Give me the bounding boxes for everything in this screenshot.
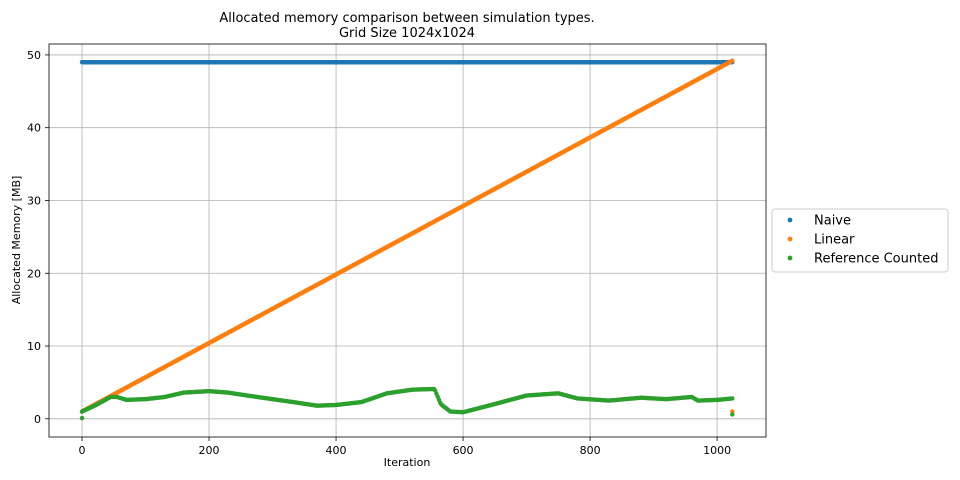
series-naive [79, 59, 735, 65]
reference-counted-point [730, 396, 735, 401]
x-tick-label: 1000 [703, 444, 731, 457]
legend-label-linear: Linear [814, 233, 855, 248]
legend: Naive Linear Reference Counted [771, 208, 949, 273]
legend-marker-linear [787, 236, 793, 242]
x-tick-label: 0 [79, 444, 86, 457]
axis-ticks: 0 200 400 600 800 1000 0 10 20 30 40 50 [27, 49, 731, 457]
y-tick-label: 10 [27, 340, 41, 353]
x-axis-label: Iteration [384, 456, 431, 469]
y-tick-label: 20 [27, 267, 41, 280]
x-tick-label: 400 [326, 444, 347, 457]
y-tick-label: 50 [27, 49, 41, 62]
grid [49, 44, 766, 437]
plot-area [48, 43, 767, 438]
x-tick-label: 200 [199, 444, 220, 457]
chart-subtitle: Grid Size 1024x1024 [339, 26, 475, 41]
legend-marker-naive [787, 217, 793, 223]
x-tick-label: 600 [453, 444, 474, 457]
y-tick-label: 30 [27, 194, 41, 207]
y-axis-label: Allocated Memory [MB] [10, 176, 23, 305]
reference-counted-point [79, 415, 85, 421]
x-tick-label: 800 [580, 444, 601, 457]
chart-title: Allocated memory comparison between simu… [219, 11, 594, 26]
series-reference-counted [79, 386, 735, 421]
y-tick-label: 40 [27, 122, 41, 135]
legend-box [771, 208, 949, 273]
linear-point [730, 58, 735, 63]
legend-marker-reference-counted [787, 255, 793, 261]
y-tick-label: 0 [34, 413, 41, 426]
legend-label-naive: Naive [814, 214, 851, 229]
legend-label-reference-counted: Reference Counted [814, 252, 938, 267]
reference-counted-point [730, 412, 735, 417]
series-layer [79, 58, 735, 421]
